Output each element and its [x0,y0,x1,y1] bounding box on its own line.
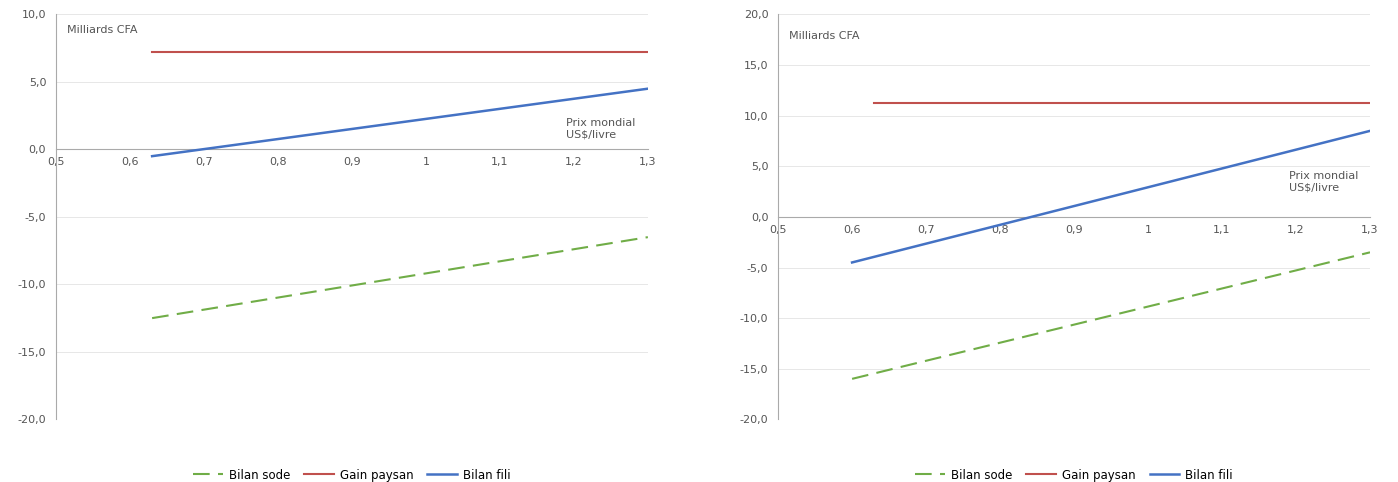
Text: Milliards CFA: Milliards CFA [67,25,137,35]
Text: Milliards CFA: Milliards CFA [790,31,860,40]
Legend: Bilan sode, Gain paysan, Bilan fili: Bilan sode, Gain paysan, Bilan fili [910,464,1237,482]
Legend: Bilan sode, Gain paysan, Bilan fili: Bilan sode, Gain paysan, Bilan fili [189,464,516,482]
Text: Prix mondial
US$/livre: Prix mondial US$/livre [566,119,636,140]
Text: Prix mondial
US$/livre: Prix mondial US$/livre [1289,171,1357,192]
